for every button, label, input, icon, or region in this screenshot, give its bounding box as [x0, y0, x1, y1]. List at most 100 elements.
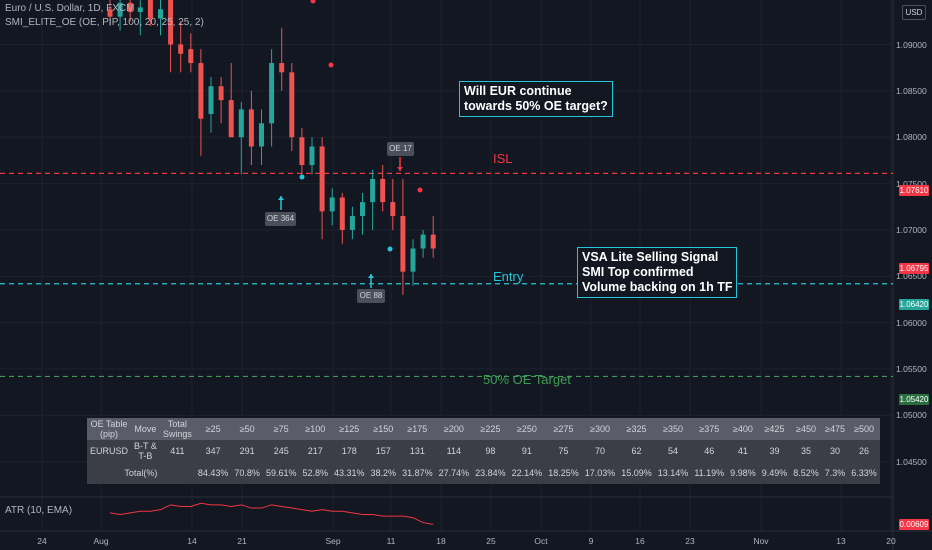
price-tick: 1.08500: [896, 85, 927, 96]
oe-total-cell: 411: [159, 440, 195, 462]
arrow-up-icon: [368, 274, 374, 278]
arrow-up-icon: [278, 196, 284, 200]
oe-count-cell: 54: [654, 440, 692, 462]
atr-legend[interactable]: ATR (10, EMA): [5, 505, 73, 516]
candle-body: [299, 137, 305, 166]
oe-364-label: OE 364: [265, 212, 296, 226]
time-tick: 18: [436, 536, 446, 546]
currency-button[interactable]: USD: [902, 5, 926, 20]
time-tick: 11: [386, 536, 396, 546]
oe-threshold-cell: ≥250: [508, 418, 546, 440]
candle-body: [147, 0, 153, 19]
oe-table-row: EURUSD B-T & T-B 411 347 291 245 217 178 157 131 1…: [87, 440, 880, 462]
oe-threshold-cell: ≥25: [194, 418, 232, 440]
atr-line: [109, 502, 434, 525]
candle-body: [349, 216, 355, 230]
candle-body: [430, 234, 436, 249]
oe-count-cell: 41: [727, 440, 759, 462]
oe-header-cell: OE Table (pip): [87, 418, 132, 440]
time-tick: 16: [635, 536, 645, 546]
oe-percent-cell: 7.3%: [821, 462, 849, 484]
isl-label: ISL: [493, 151, 513, 166]
candle-body: [279, 63, 285, 73]
oe-threshold-cell: ≥400: [727, 418, 759, 440]
oe-threshold-cell: ≥175: [399, 418, 436, 440]
question-annotation: Will EUR continue towards 50% OE target?: [459, 81, 613, 117]
oe-threshold-cell: ≥500: [848, 418, 880, 440]
oe-count-cell: 46: [691, 440, 728, 462]
oe-threshold-cell: ≥50: [231, 418, 263, 440]
target-label: 50% OE Target: [483, 372, 571, 387]
oe-percent-cell: 84.43%: [194, 462, 232, 484]
oe-threshold-cell: ≥225: [472, 418, 509, 440]
oe-count-cell: 39: [758, 440, 791, 462]
candle-body: [107, 9, 113, 17]
oe-count-cell: 26: [848, 440, 880, 462]
oe-percent-cell: 13.14%: [654, 462, 692, 484]
oe-count-cell: 35: [790, 440, 822, 462]
price-tick: 1.05500: [896, 364, 927, 375]
oe-table-total-row: Total(%) 84.43% 70.8% 59.61% 52.8% 43.31% 38.2…: [87, 462, 880, 484]
price-tick: 1.05000: [896, 410, 927, 421]
candle-body: [269, 63, 275, 124]
oe-threshold-cell: ≥325: [618, 418, 655, 440]
oe-percent-cell: 59.61%: [262, 462, 300, 484]
candle-body: [248, 109, 254, 147]
candle-body: [370, 178, 376, 203]
oe-percent-cell: 70.8%: [231, 462, 263, 484]
candle-body: [198, 63, 204, 119]
candle-body: [259, 123, 264, 147]
markers: [278, 0, 423, 288]
oe-count-cell: 98: [472, 440, 509, 462]
oe-threshold-cell: ≥425: [758, 418, 791, 440]
oe-count-cell: 114: [435, 440, 473, 462]
oe-count-cell: 131: [399, 440, 436, 462]
oe-total-label-cell: Total(%): [87, 462, 195, 484]
price-tick: 1.07000: [896, 224, 927, 235]
time-tick: Sep: [325, 536, 341, 546]
time-tick: Oct: [534, 536, 548, 546]
price-tick: 1.06500: [896, 271, 927, 282]
time-tick: 13: [836, 536, 846, 546]
candle-body: [158, 9, 163, 19]
candle-body: [188, 49, 194, 64]
oe-header-cell: Total Swings: [159, 418, 195, 440]
oe-count-cell: 347: [194, 440, 232, 462]
candle-body: [117, 2, 123, 17]
isl-price-tag: 1.07610: [899, 185, 929, 196]
oe-count-cell: 62: [618, 440, 655, 462]
oe-threshold-cell: ≥375: [691, 418, 728, 440]
candle-body: [238, 109, 244, 138]
candle-body: [218, 86, 224, 101]
candle-body: [360, 202, 365, 217]
oe-threshold-cell: ≥100: [299, 418, 331, 440]
oe-percent-cell: 23.84%: [472, 462, 509, 484]
arrow-down-icon: [397, 167, 403, 171]
oe-count-cell: 75: [545, 440, 582, 462]
entry-price-tag: 1.06420: [899, 299, 929, 310]
oe-88-label: OE 88: [357, 289, 385, 303]
oe-threshold-cell: ≥275: [545, 418, 582, 440]
oe-count-cell: 30: [821, 440, 849, 462]
price-tick: 1.09000: [896, 39, 927, 50]
price-tick: 1.04500: [896, 456, 927, 467]
candle-body: [339, 197, 345, 230]
oe-count-cell: 245: [262, 440, 300, 462]
time-tick: 20: [886, 536, 896, 546]
symbol-legend[interactable]: Euro / U.S. Dollar, 1D, FXCM: [5, 3, 135, 14]
candles: [107, 0, 436, 295]
oe-percent-cell: 11.19%: [691, 462, 728, 484]
candle-body: [208, 86, 214, 115]
oe-percent-cell: 27.74%: [435, 462, 473, 484]
candle-body: [309, 146, 315, 166]
atr-series-line: [109, 502, 434, 525]
time-tick: 21: [237, 536, 247, 546]
candle-body: [380, 178, 386, 203]
oe-threshold-cell: ≥150: [367, 418, 400, 440]
indicator-legend[interactable]: SMI_ELITE_OE (OE, PIP, 100, 20, 25, 25, …: [5, 17, 204, 28]
candle-body: [390, 202, 396, 217]
candle-body: [127, 2, 133, 13]
candle-body: [400, 216, 406, 272]
oe-count-cell: 178: [331, 440, 368, 462]
time-tick: 14: [187, 536, 197, 546]
